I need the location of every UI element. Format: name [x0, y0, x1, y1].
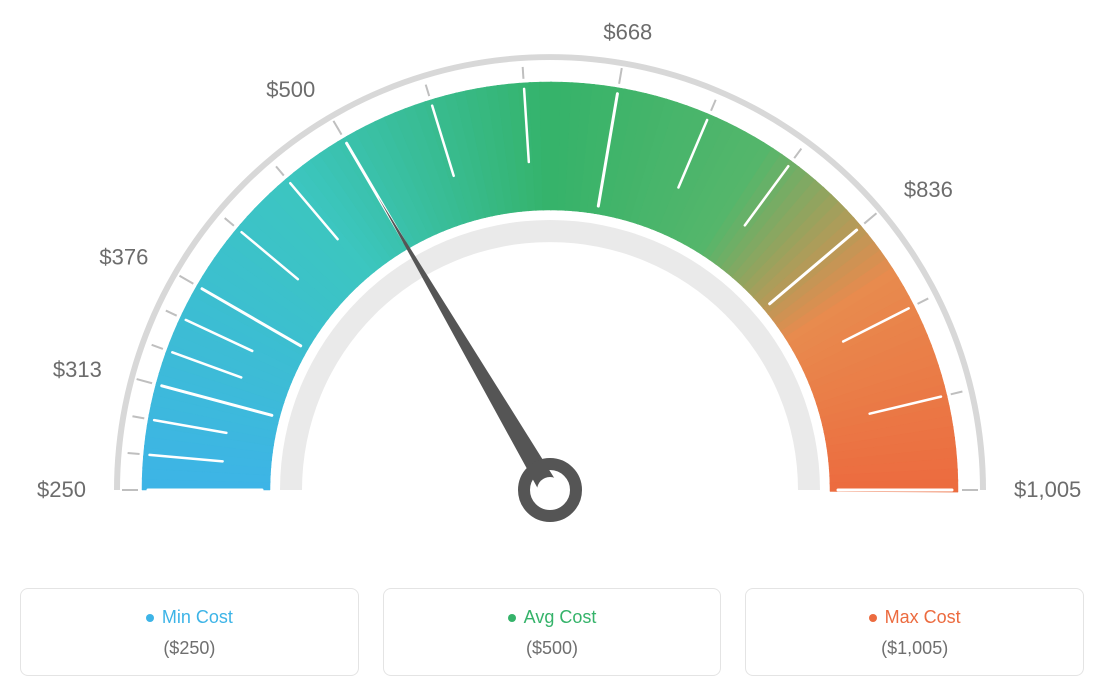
gauge-svg: $250 $313 $376 $500 $668 $836 $1,005: [20, 20, 1084, 560]
legend-label-min: Min Cost: [162, 607, 233, 628]
legend-dot-avg: [508, 614, 516, 622]
svg-text:$668: $668: [603, 20, 652, 45]
svg-text:$1,005: $1,005: [1014, 477, 1081, 502]
svg-text:$250: $250: [37, 477, 86, 502]
legend-dot-min: [146, 614, 154, 622]
legend-card-avg: Avg Cost ($500): [383, 588, 722, 676]
legend-value-max: ($1,005): [756, 638, 1073, 659]
legend-card-max: Max Cost ($1,005): [745, 588, 1084, 676]
legend-value-avg: ($500): [394, 638, 711, 659]
svg-text:$500: $500: [266, 77, 315, 102]
svg-text:$313: $313: [53, 357, 102, 382]
svg-text:$376: $376: [99, 245, 148, 270]
svg-text:$836: $836: [904, 177, 953, 202]
cost-gauge-chart: $250 $313 $376 $500 $668 $836 $1,005 Min Cost …: [20, 20, 1084, 676]
legend-label-avg: Avg Cost: [524, 607, 597, 628]
legend-row: Min Cost ($250) Avg Cost ($500) Max Cost…: [20, 588, 1084, 676]
legend-value-min: ($250): [31, 638, 348, 659]
legend-card-min: Min Cost ($250): [20, 588, 359, 676]
legend-label-max: Max Cost: [885, 607, 961, 628]
legend-dot-max: [869, 614, 877, 622]
